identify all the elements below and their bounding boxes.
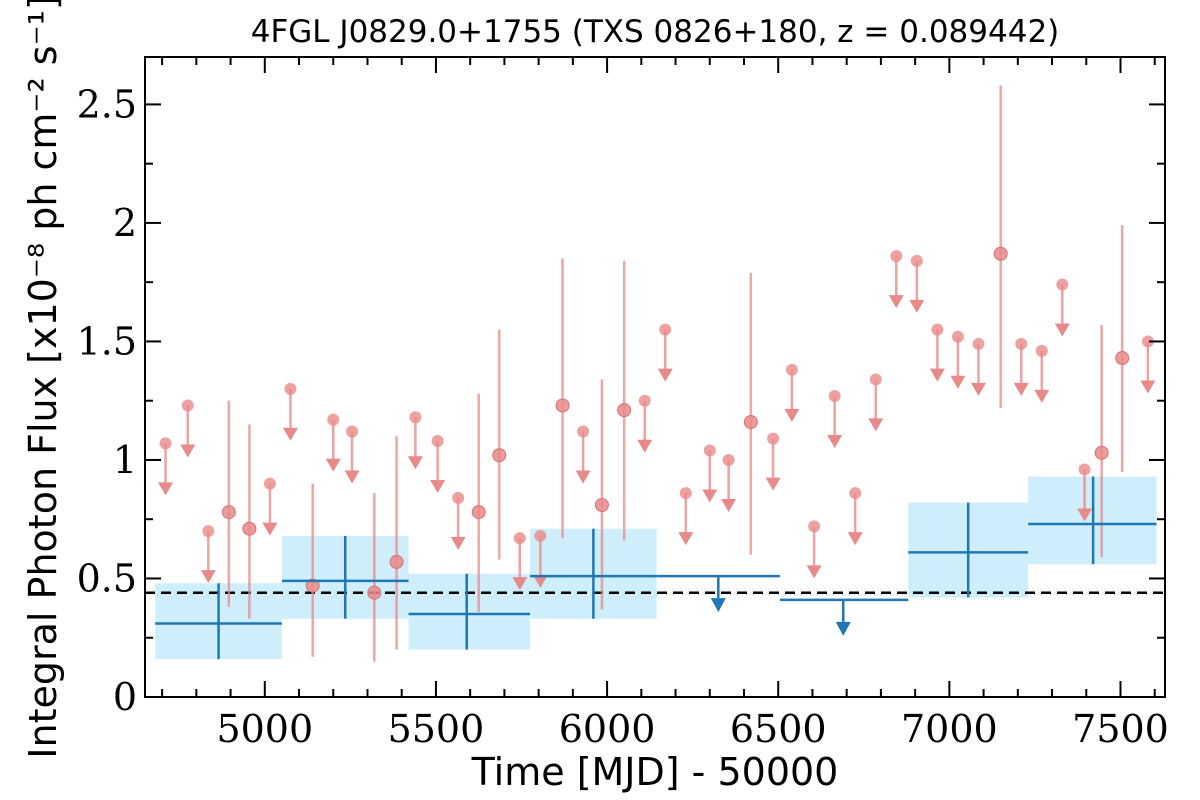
x-tick-label: 7500 <box>1072 707 1169 751</box>
short-bin-upper-limit-arrow <box>721 498 737 512</box>
short-bin-upper-limit-arrow <box>512 577 528 591</box>
short-bin-upper-limit-arrow <box>1140 380 1156 394</box>
short-bin-upper-limit-arrow <box>909 299 925 313</box>
short-bin-point <box>555 398 570 413</box>
short-bin-upper-limit-arrow <box>678 532 694 546</box>
short-bin-upper-limit-arrow <box>262 522 278 536</box>
short-bin-point <box>471 505 486 520</box>
short-bin-upper-limit-arrow <box>180 444 196 458</box>
short-bin-upper-limit-arrow <box>450 536 466 550</box>
long-bin-band <box>408 573 531 650</box>
y-tick-label: 2 <box>113 201 137 245</box>
x-tick-label: 6000 <box>559 707 656 751</box>
short-bin-upper-limit-arrow <box>765 477 781 491</box>
plot-frame <box>144 56 1166 698</box>
x-tick-label: 6500 <box>730 707 827 751</box>
y-tick-label: 0.5 <box>77 556 137 600</box>
short-bin-point <box>492 448 507 463</box>
short-bin-upper-limit-arrow <box>344 470 360 484</box>
short-bin-upper-limit-arrow <box>1077 508 1093 522</box>
y-tick-label: 1.5 <box>77 319 137 363</box>
short-bin-upper-limit-arrow <box>637 439 653 453</box>
short-bin-upper-limit-arrow <box>532 574 548 588</box>
y-tick-label: 1 <box>113 438 137 482</box>
short-bin-upper-limit-arrow <box>1034 389 1050 403</box>
short-bin-upper-limit-arrow <box>784 408 800 422</box>
y-axis-title: Integral Photon Flux [x10⁻⁸ ph cm⁻² s⁻¹] <box>21 0 65 759</box>
short-bin-point <box>993 246 1008 261</box>
x-tick-label: 5000 <box>216 707 313 751</box>
short-bin-upper-limit-arrow <box>1054 323 1070 337</box>
short-bin-upper-limit-arrow <box>430 480 446 493</box>
short-bin-point <box>367 585 382 600</box>
axis-ticks: 5000 5500 6000 6500 7000 7500 0 0.5 1 1.5 2 2.5 <box>77 57 1169 751</box>
short-bin-point <box>594 498 609 512</box>
short-bin-point <box>389 554 404 569</box>
x-tick-label: 5500 <box>388 707 485 751</box>
short-bin-upper-limit-arrow <box>827 434 843 448</box>
chart-title: 4FGL J0829.0+1755 (TXS 0826+180, z = 0.0… <box>251 14 1060 50</box>
short-bin-point <box>221 505 236 520</box>
short-bin-upper-limit-arrow <box>847 532 863 546</box>
short-bin-upper-limit-arrow <box>888 295 904 309</box>
short-bin-upper-limit-arrow <box>806 565 822 579</box>
short-bin-upper-limit-arrow <box>929 368 945 382</box>
short-bin-upper-limit-arrow <box>158 482 174 496</box>
short-bin-upper-limit-arrow <box>282 427 298 441</box>
short-bin-upper-limit-arrow <box>702 489 718 503</box>
long-bin-upper-limit-arrow <box>835 621 851 636</box>
y-tick-label: 2.5 <box>77 82 137 126</box>
short-bin-upper-limit-arrow <box>657 368 673 382</box>
x-tick-label: 7000 <box>901 707 998 751</box>
short-bin-upper-limit-arrow <box>950 375 966 389</box>
short-bin-point <box>305 578 320 593</box>
short-bin-upper-limit-arrow <box>200 570 216 584</box>
short-bin-upper-limit-arrow <box>325 458 341 472</box>
y-tick-label: 0 <box>113 675 137 719</box>
short-bin-upper-limit-arrow <box>407 456 423 470</box>
short-bin-upper-limit-arrow <box>868 418 884 432</box>
short-bin-upper-limit-arrow <box>575 470 591 484</box>
short-bin-point <box>1094 445 1109 460</box>
long-bin-upper-limit-arrow <box>710 598 726 613</box>
short-bin-point <box>617 403 632 418</box>
short-bin-upper-limit-arrow <box>970 382 986 396</box>
short-bin-upper-limit-arrow <box>1013 382 1029 396</box>
short-bin-point <box>242 521 257 536</box>
short-bin-point <box>743 415 758 430</box>
x-axis-title: Time [MJD] - 50000 <box>471 750 839 794</box>
plot-content <box>145 85 1165 662</box>
short-bin-point <box>1115 351 1130 366</box>
